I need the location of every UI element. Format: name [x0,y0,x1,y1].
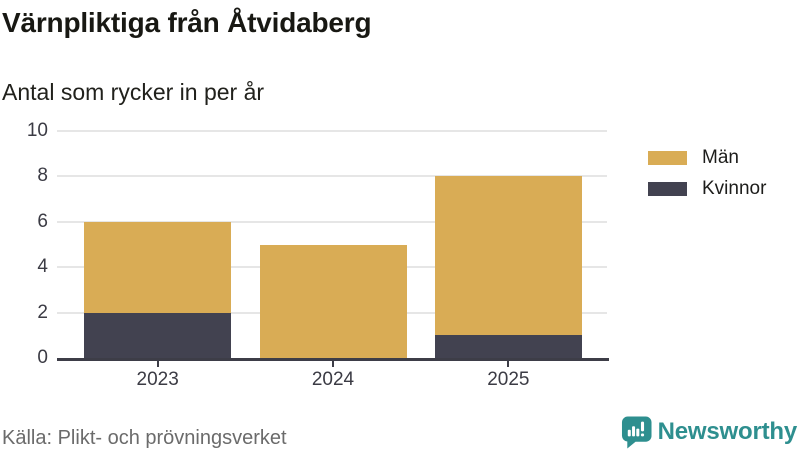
legend-swatch-women-icon [648,182,687,196]
bar-segment-kvinnor-2025 [434,335,582,358]
bar-segment-män-2023 [84,221,232,313]
y-axis-tick-2: 2 [37,301,48,323]
y-axis-tick-10: 10 [26,120,48,141]
newsworthy-bar-chart-bubble-icon [621,416,652,448]
y-axis-tick-8: 8 [37,165,48,187]
legend-label-men: Män [702,147,739,168]
x-axis-tickmark-2024 [332,360,334,367]
x-axis-tickmark-2023 [156,360,159,367]
newsworthy-logo[interactable]: Newsworthy [621,415,797,449]
y-axis-tick-0: 0 [37,347,48,368]
y-axis-tick-4: 4 [37,256,48,278]
legend-item-women: Kvinnor [648,178,766,200]
bar-segment-kvinnor-2023 [84,312,232,358]
chart-subtitle: Antal som rycker in per år [2,79,265,105]
gridline-y-8 [57,175,607,178]
legend-swatch-men-icon [648,151,687,165]
chart-title: Värnpliktiga från Åtvidaberg [2,7,372,38]
x-axis-line [57,357,609,361]
legend-label-women: Kvinnor [702,178,767,199]
bar-segment-män-2024 [259,244,407,358]
legend: Män Kvinnor [648,147,766,209]
source-note: Källa: Plikt- och prövningsverket [2,427,287,449]
y-axis-tick-6: 6 [37,210,48,232]
gridline-y-6 [57,220,607,223]
gridline-y-10 [57,130,607,132]
x-axis-tick-2024: 2024 [311,369,355,390]
x-axis-tick-2025: 2025 [487,369,530,390]
legend-item-men: Män [648,147,766,169]
newsworthy-wordmark: Newsworthy [657,418,798,445]
x-axis-tickmark-2025 [507,360,510,367]
x-axis-tick-2023: 2023 [136,369,179,390]
bar-segment-män-2025 [434,176,582,336]
